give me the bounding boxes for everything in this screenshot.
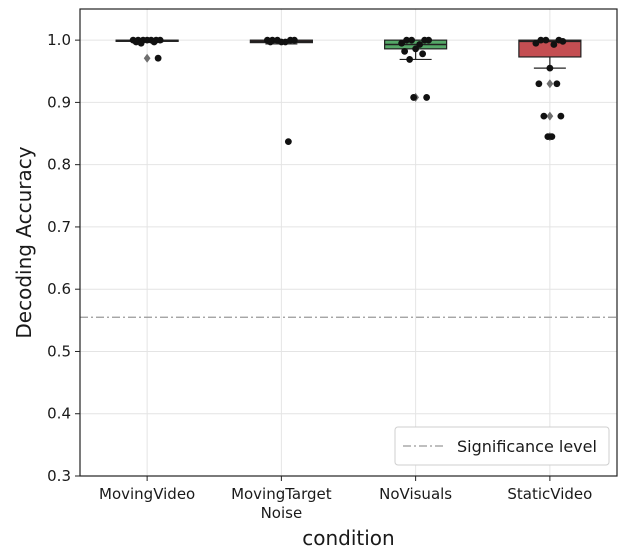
data-point: [559, 37, 567, 45]
y-tick-label: 0.5: [47, 342, 71, 360]
y-tick-label: 0.6: [47, 280, 71, 298]
data-point: [154, 54, 162, 62]
y-tick-label: 0.8: [47, 156, 71, 174]
data-point: [550, 41, 558, 48]
data-point: [419, 50, 427, 58]
data-point: [546, 64, 554, 72]
data-point: [406, 56, 414, 63]
box-iqr: [518, 39, 582, 58]
data-point: [408, 36, 416, 44]
y-tick-label: 1.0: [47, 31, 71, 49]
data-point: [532, 39, 540, 47]
x-tick-label: NoVisuals: [379, 485, 452, 503]
data-point: [548, 133, 556, 141]
outlier-marker: [143, 53, 151, 63]
x-tick-label: MovingTarget: [231, 485, 332, 503]
data-point: [423, 94, 431, 101]
data-point: [156, 36, 164, 44]
data-point: [542, 36, 550, 44]
y-tick-label: 0.3: [47, 467, 71, 485]
data-points: [129, 36, 567, 146]
legend-box: [394, 426, 610, 466]
data-point: [277, 38, 285, 46]
data-point: [398, 39, 406, 47]
grid: [80, 9, 617, 477]
data-point: [540, 112, 548, 120]
data-point: [535, 80, 543, 88]
data-point: [425, 36, 433, 44]
outlier-marker: [546, 111, 554, 121]
box-3: [518, 39, 582, 69]
data-point: [401, 47, 409, 55]
y-tick-label: 0.4: [47, 405, 71, 423]
data-point: [290, 36, 298, 44]
data-point: [537, 36, 545, 44]
plot-frame: [79, 8, 618, 477]
y-tick-labels: 0.3 0.4 0.5 0.6 0.7 0.8 0.9 1.0: [47, 31, 80, 485]
data-point: [412, 45, 420, 53]
data-point: [416, 41, 424, 48]
x-tick-label: MovingVideo: [99, 485, 195, 503]
y-tick-label: 0.7: [47, 218, 71, 236]
x-tick-label: StaticVideo: [507, 485, 592, 503]
outlier-marker: [546, 79, 554, 89]
data-point: [137, 39, 145, 47]
data-point: [266, 38, 274, 46]
y-axis-label: Decoding Accuracy: [12, 146, 36, 338]
data-point: [410, 94, 418, 101]
data-point: [403, 36, 411, 44]
y-tick-label: 0.9: [47, 93, 71, 111]
data-point: [553, 80, 561, 88]
boxes: [115, 39, 582, 69]
x-axis-label: condition: [302, 526, 394, 550]
data-point: [284, 138, 292, 146]
data-point: [150, 38, 158, 46]
data-point: [143, 36, 151, 44]
data-point: [557, 112, 565, 120]
legend-entry-significance-level: Significance level: [457, 437, 597, 456]
legend: Significance level: [394, 426, 610, 466]
x-tick-label: Noise: [261, 504, 303, 522]
